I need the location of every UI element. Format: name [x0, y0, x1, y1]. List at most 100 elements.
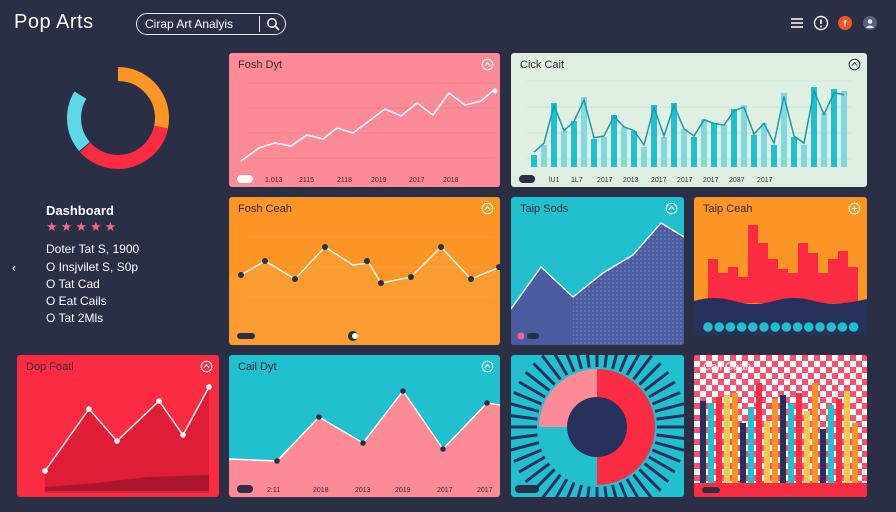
ray: [513, 448, 543, 463]
bar: [771, 145, 777, 167]
info-icon[interactable]: [813, 15, 829, 31]
footer-bar: [694, 335, 867, 345]
ray: [656, 414, 684, 421]
checker-cell: [796, 373, 802, 379]
ray: [651, 448, 681, 463]
checker-cell: [766, 367, 772, 373]
user-icon[interactable]: [862, 15, 878, 31]
bar: [781, 93, 787, 167]
bar: [804, 411, 810, 483]
x-tick: 2017: [409, 177, 425, 184]
toggle-switch[interactable]: [519, 175, 535, 183]
menu-icon[interactable]: [789, 15, 805, 31]
add-icon[interactable]: [848, 202, 861, 215]
x-tick: 1L7: [571, 177, 583, 184]
baseline-band: [694, 483, 867, 497]
card-fosh-ceah[interactable]: Fosh Ceah: [229, 197, 500, 345]
checker-cell: [766, 391, 772, 397]
ray: [541, 473, 562, 497]
toggle-switch[interactable]: [237, 485, 253, 493]
checker-cell: [748, 373, 754, 379]
card-radial-donut[interactable]: [511, 355, 684, 497]
checker-cell: [694, 451, 700, 457]
card-taip-ceah[interactable]: Taip Ceah: [694, 197, 867, 345]
checker-cell: [814, 355, 820, 361]
checker-cell: [862, 367, 867, 373]
x-tick: 2019: [395, 487, 411, 494]
refresh-icon[interactable]: [481, 202, 494, 215]
refresh-icon[interactable]: [481, 58, 494, 71]
checker-cell: [712, 433, 718, 439]
checker-cell: [802, 403, 808, 409]
checker-cell: [838, 355, 844, 361]
card-title: Cail Dyt: [238, 361, 277, 373]
app-title: Pop Arts: [14, 11, 94, 33]
chevron-left-icon[interactable]: ‹: [12, 261, 16, 275]
ray: [532, 362, 556, 386]
bar: [541, 145, 547, 167]
bar: [798, 243, 808, 303]
bar: [701, 119, 707, 167]
x-tick: 2018: [313, 487, 329, 494]
bar: [728, 267, 738, 303]
checker-cell: [736, 409, 742, 415]
bar-chart: [694, 225, 867, 345]
checker-cell: [850, 403, 856, 409]
checker-cell: [706, 391, 712, 397]
search-icon[interactable]: [265, 16, 281, 32]
checker-cell: [778, 379, 784, 385]
card-cail-dyt[interactable]: Cail Dyt 2:11 2018 2013 2019 2017 2017: [229, 355, 500, 497]
ray: [618, 481, 628, 497]
bar: [631, 131, 637, 167]
refresh-icon[interactable]: [200, 360, 213, 373]
bar: [551, 103, 557, 167]
card-title: Fosh Dyt: [238, 59, 283, 71]
checker-cell: [784, 397, 790, 403]
search-box[interactable]: [136, 13, 286, 35]
checker-cell: [760, 373, 766, 379]
card-fosh-dyt[interactable]: Fosh Dyt 1.013 2115 2118 2019 2017 2018: [229, 53, 500, 187]
bar: [740, 423, 746, 483]
ray: [632, 473, 653, 497]
bar: [820, 429, 826, 483]
legend-dot: [736, 322, 747, 332]
card-title: Taip Sods: [520, 203, 569, 215]
ray: [511, 414, 538, 421]
bar: [531, 155, 537, 167]
bar: [796, 393, 802, 483]
bar: [844, 391, 850, 483]
refresh-icon[interactable]: [848, 58, 861, 71]
toggle-switch[interactable]: [237, 175, 253, 183]
checker-cell: [856, 457, 862, 463]
bar: [716, 397, 722, 483]
checker-cell: [856, 421, 862, 427]
refresh-icon[interactable]: [665, 202, 678, 215]
donut-hole: [567, 397, 627, 457]
checker-cell: [784, 373, 790, 379]
ray: [518, 455, 546, 474]
card-cail-ceah[interactable]: Cail Ceah: [694, 355, 867, 497]
checker-cell: [736, 361, 742, 367]
top-bar: Pop Arts f: [0, 0, 896, 46]
checker-cell: [820, 361, 826, 367]
x-tick: 2017: [703, 177, 719, 184]
card-dop-foatl[interactable]: Dop Foatl: [17, 355, 219, 497]
bar-line-chart: [527, 80, 851, 167]
checker-cell: [862, 403, 867, 409]
checker-cell: [820, 385, 826, 391]
ray: [566, 481, 576, 497]
checker-cell: [862, 451, 867, 457]
card-title: Taip Ceah: [703, 203, 753, 215]
checker-cell: [832, 445, 838, 451]
notification-icon[interactable]: f: [837, 15, 853, 31]
checker-cell: [724, 373, 730, 379]
search-input[interactable]: [145, 16, 257, 32]
card-cick-cait[interactable]: Cick Cait lU1 1L7 2017 2013 2017 2017 20…: [511, 53, 867, 187]
checker-cell: [850, 355, 856, 361]
bar: [741, 105, 747, 167]
card-taip-sods[interactable]: Taip Sods: [511, 197, 684, 345]
checker-cell: [808, 409, 814, 415]
checker-cell: [736, 445, 742, 451]
ray: [565, 355, 576, 373]
refresh-icon[interactable]: [481, 360, 494, 373]
